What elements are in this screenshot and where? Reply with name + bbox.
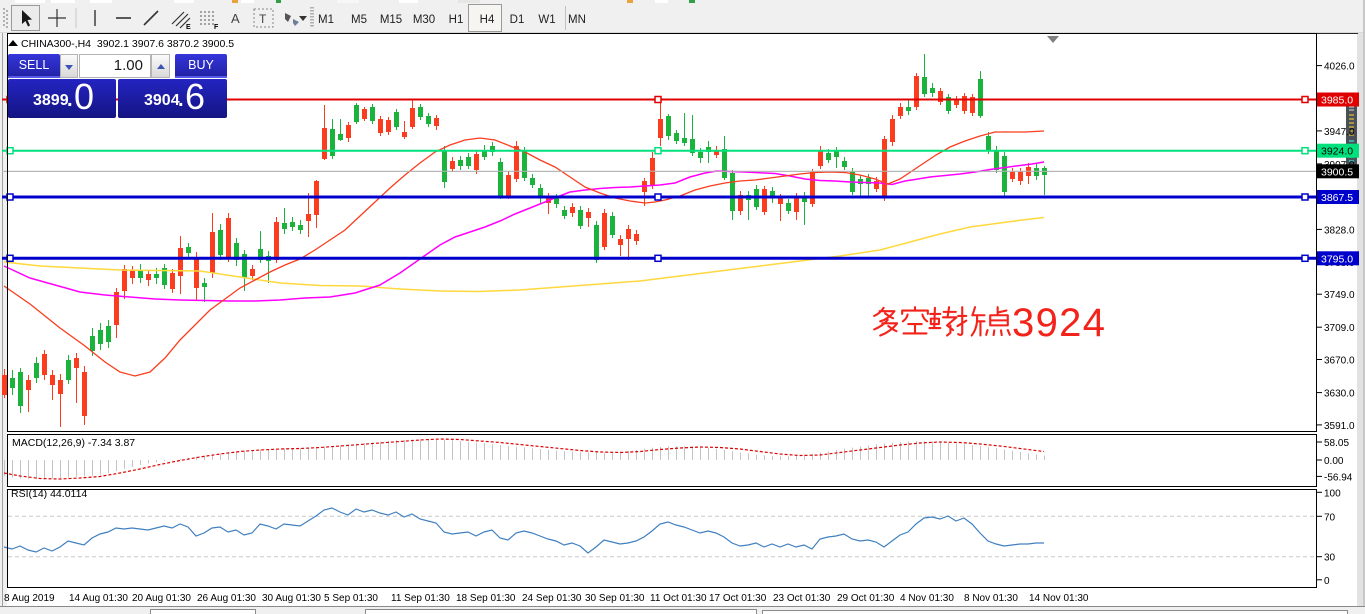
svg-text:3591.0: 3591.0 (1324, 421, 1355, 432)
svg-text:11 Oct 01:30: 11 Oct 01:30 (650, 593, 707, 604)
svg-text:30: 30 (1324, 553, 1336, 564)
svg-text:3795.0: 3795.0 (1321, 253, 1353, 265)
svg-text:30 Sep 01:30: 30 Sep 01:30 (585, 593, 645, 604)
svg-text:3630.0: 3630.0 (1324, 389, 1355, 400)
svg-text:3867.5: 3867.5 (1321, 192, 1353, 204)
svg-text:CHINA300-,H4 3902.1 3907.6 38: CHINA300-,H4 3902.1 3907.6 3870.2 3900.5 (21, 38, 234, 50)
svg-text:3670.0: 3670.0 (1324, 356, 1355, 367)
svg-text:26 Aug 01:30: 26 Aug 01:30 (197, 593, 256, 604)
svg-text:4 Nov 01:30: 4 Nov 01:30 (900, 593, 954, 604)
svg-text:3828.0: 3828.0 (1324, 225, 1355, 236)
svg-text:MN: MN (568, 14, 586, 26)
svg-text:A: A (231, 11, 240, 26)
svg-text:W1: W1 (538, 14, 555, 26)
svg-text:18 Sep 01:30: 18 Sep 01:30 (456, 593, 516, 604)
svg-text:3924: 3924 (1012, 301, 1105, 345)
svg-text:M5: M5 (351, 14, 367, 26)
svg-text:H1: H1 (449, 14, 464, 26)
svg-text:23 Oct 01:30: 23 Oct 01:30 (773, 593, 831, 604)
svg-text:29 Oct 01:30: 29 Oct 01:30 (837, 593, 895, 604)
svg-text:70: 70 (1324, 512, 1336, 523)
svg-text:3947.0: 3947.0 (1324, 127, 1355, 138)
svg-text:D1: D1 (510, 14, 525, 26)
svg-text:14 Aug 01:30: 14 Aug 01:30 (69, 593, 128, 604)
svg-text:RSI(14) 44.0114: RSI(14) 44.0114 (11, 488, 87, 500)
svg-text:M30: M30 (413, 14, 435, 26)
svg-text:58.05: 58.05 (1324, 438, 1349, 449)
svg-text:4026.0: 4026.0 (1324, 62, 1355, 73)
svg-text:24 Sep 01:30: 24 Sep 01:30 (522, 593, 582, 604)
svg-text:0: 0 (1324, 576, 1330, 587)
svg-text:M15: M15 (380, 14, 402, 26)
svg-text:E: E (186, 24, 191, 31)
svg-text:8 Aug 2019: 8 Aug 2019 (4, 593, 55, 604)
svg-text:11 Sep 01:30: 11 Sep 01:30 (391, 593, 450, 604)
svg-text:T: T (259, 12, 267, 26)
svg-text:MACD(12,26,9) -7.34 3.87: MACD(12,26,9) -7.34 3.87 (12, 437, 135, 449)
svg-text:17 Oct 01:30: 17 Oct 01:30 (709, 593, 767, 604)
svg-text:5 Sep 01:30: 5 Sep 01:30 (324, 593, 378, 604)
svg-text:3985.0: 3985.0 (1321, 95, 1353, 107)
svg-text:3924.0: 3924.0 (1321, 146, 1353, 158)
svg-text:M1: M1 (318, 14, 334, 26)
svg-text:3900.5: 3900.5 (1321, 166, 1353, 178)
svg-text:14 Nov 01:30: 14 Nov 01:30 (1029, 593, 1089, 604)
svg-text:-56.94: -56.94 (1324, 472, 1353, 483)
svg-text:3709.0: 3709.0 (1324, 323, 1355, 334)
svg-text:30 Aug 01:30: 30 Aug 01:30 (262, 593, 321, 604)
svg-text:8 Nov 01:30: 8 Nov 01:30 (964, 593, 1018, 604)
svg-text:100: 100 (1324, 488, 1341, 499)
svg-text:20 Aug 01:30: 20 Aug 01:30 (132, 593, 191, 604)
svg-text:H4: H4 (480, 14, 495, 26)
svg-text:0.00: 0.00 (1324, 456, 1344, 467)
svg-text:F: F (214, 24, 219, 31)
svg-text:3749.0: 3749.0 (1324, 290, 1355, 301)
